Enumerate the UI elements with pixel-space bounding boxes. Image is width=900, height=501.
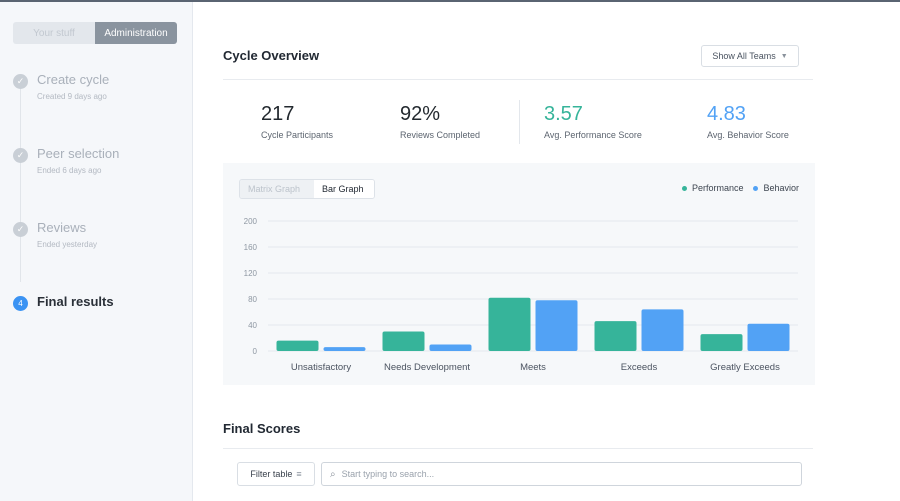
- stat-value: 3.57: [544, 103, 583, 125]
- stat-performance-score: 3.57 Avg. Performance Score: [544, 102, 642, 140]
- x-tick-label: Exceeds: [621, 362, 658, 373]
- bar-performance: [276, 340, 319, 351]
- step-subtitle: Ended 6 days ago: [37, 166, 102, 175]
- check-icon: ✓: [13, 74, 28, 89]
- window-top-border: [0, 0, 900, 2]
- stat-value: 92%: [400, 103, 441, 125]
- search-icon: ⌕: [330, 468, 336, 480]
- step-title: Reviews: [37, 220, 87, 235]
- tab-bar-graph[interactable]: Bar Graph: [314, 180, 374, 198]
- steps-timeline-line: [20, 82, 21, 282]
- search-box[interactable]: ⌕: [321, 462, 802, 486]
- stat-label: Reviews Completed: [400, 130, 481, 140]
- bar-behavior: [535, 300, 578, 351]
- bar-performance: [382, 331, 425, 351]
- x-tick-label: Greatly Exceeds: [710, 362, 780, 373]
- filter-label: Filter table: [250, 469, 293, 479]
- bar-performance: [594, 321, 637, 351]
- bar-behavior: [429, 344, 472, 351]
- x-tick-label: Unsatisfactory: [291, 362, 351, 373]
- stat-label: Avg. Behavior Score: [707, 130, 789, 140]
- y-tick-label: 120: [244, 269, 258, 278]
- tab-matrix-graph[interactable]: Matrix Graph: [240, 180, 314, 198]
- bar-behavior: [747, 323, 790, 351]
- x-tick-label: Needs Development: [384, 362, 470, 373]
- legend-performance: Performance: [681, 183, 744, 193]
- chart-legend: Performance Behavior: [681, 183, 799, 193]
- bar-performance: [700, 334, 743, 351]
- check-icon: ✓: [13, 222, 28, 237]
- filter-table-button[interactable]: Filter table ≡: [237, 462, 315, 486]
- final-scores-title: Final Scores: [223, 421, 301, 436]
- sidebar: Your stuff Administration ✓ Create cycle…: [0, 2, 193, 501]
- step-title: Create cycle: [37, 72, 110, 87]
- bar-behavior: [641, 309, 684, 351]
- behavior-dot-icon: [753, 185, 759, 191]
- y-tick-label: 80: [248, 295, 257, 304]
- stat-reviews-completed: 92% Reviews Completed: [400, 102, 480, 140]
- filter-icon: ≡: [296, 469, 302, 479]
- check-icon: ✓: [13, 148, 28, 163]
- bar-performance: [488, 297, 531, 351]
- y-tick-label: 0: [253, 347, 258, 356]
- y-tick-label: 40: [248, 321, 257, 330]
- y-tick-label: 200: [244, 217, 258, 226]
- stats-divider: [519, 100, 520, 144]
- stat-label: Avg. Performance Score: [544, 130, 642, 140]
- teams-dropdown-label: Show All Teams: [712, 51, 776, 61]
- tab-your-stuff[interactable]: Your stuff: [13, 22, 95, 44]
- x-tick-label: Meets: [520, 362, 546, 373]
- step-number-badge: 4: [13, 296, 28, 311]
- bar-chart: 0 40 80 120 160 200 Unsatisfactory Needs Develo…: [244, 217, 798, 373]
- stat-label: Cycle Participants: [261, 130, 334, 140]
- stat-value: 217: [261, 103, 295, 125]
- view-switch: Your stuff Administration: [13, 22, 177, 44]
- legend-behavior: Behavior: [753, 183, 799, 193]
- search-input[interactable]: [341, 469, 782, 479]
- step-subtitle: Ended yesterday: [37, 240, 98, 249]
- performance-dot-icon: [681, 185, 687, 191]
- legend-label: Performance: [691, 183, 744, 193]
- divider: [223, 448, 813, 449]
- y-tick-label: 160: [244, 243, 258, 252]
- divider: [223, 79, 813, 80]
- graph-tabs: Matrix Graph Bar Graph: [239, 179, 375, 199]
- graph-panel: Matrix Graph Bar Graph Performance Behav…: [223, 163, 815, 385]
- main-content: Cycle Overview Show All Teams ▼ 217 Cycl…: [193, 2, 900, 501]
- step-title: Peer selection: [37, 146, 120, 161]
- stat-value: 4.83: [707, 103, 746, 125]
- step-subtitle: Created 9 days ago: [37, 92, 107, 101]
- tab-administration[interactable]: Administration: [95, 22, 177, 44]
- stat-participants: 217 Cycle Participants: [261, 102, 333, 140]
- teams-dropdown[interactable]: Show All Teams ▼: [701, 45, 799, 67]
- page-title: Cycle Overview: [223, 48, 320, 63]
- step-title: Final results: [37, 294, 114, 309]
- stat-behavior-score: 4.83 Avg. Behavior Score: [707, 102, 789, 140]
- legend-label: Behavior: [763, 183, 799, 193]
- chevron-down-icon: ▼: [780, 52, 788, 60]
- bar-behavior: [323, 347, 366, 351]
